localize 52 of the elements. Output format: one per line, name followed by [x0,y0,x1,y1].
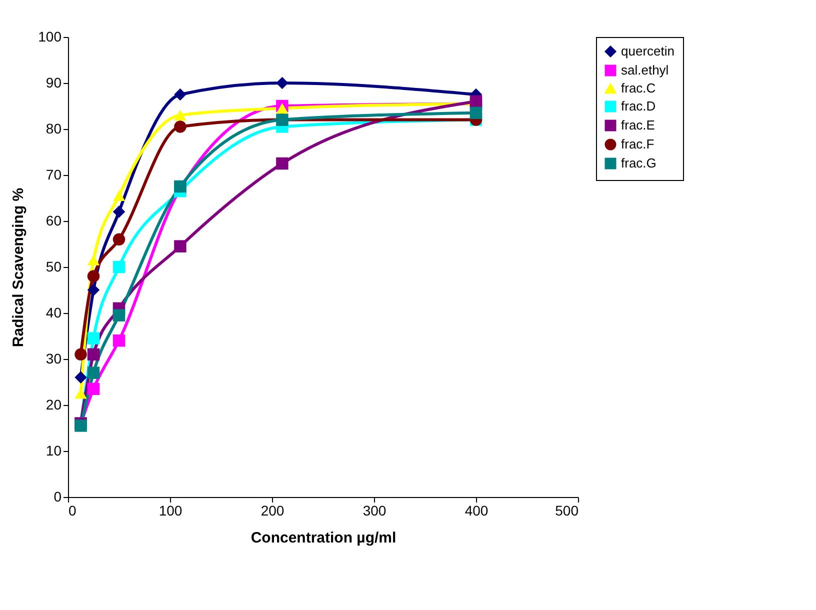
point [87,382,100,396]
point [276,157,288,170]
x-tick-label: 0 [68,502,76,518]
x-tick-label: 100 [158,502,182,518]
point [174,180,186,193]
legend-label: frac.D [621,98,656,114]
point [87,284,100,296]
y-tick-label: 60 [46,212,62,228]
legend-label: frac.F [621,136,654,152]
y-tick-label: 80 [46,120,62,136]
point [87,270,100,282]
point [74,371,87,384]
point [470,95,482,108]
point [87,366,100,379]
point [112,260,126,274]
point [112,190,126,202]
y-tick-label: 20 [46,396,62,412]
point [174,120,186,133]
point [74,348,87,361]
legend-label: sal.ethyl [621,62,669,78]
legend-label: frac.C [621,80,656,96]
x-tick-label: 500 [555,502,579,518]
point [112,334,126,347]
point [87,254,100,266]
point [470,106,482,120]
legend-label: frac.E [621,118,656,132]
legend-label: quercetin [621,44,674,58]
point [174,88,186,101]
point [74,420,87,432]
point [112,309,126,322]
legend-label: frac.G [621,156,656,170]
y-tick-label: 10 [46,442,62,458]
y-tick-label: 50 [46,258,62,274]
point [276,76,288,90]
y-tick-label: 90 [46,74,62,90]
x-axis-title: Concentration µg/ml [250,530,396,546]
point [174,110,186,121]
point [174,240,186,252]
x-tick-label: 400 [464,502,488,518]
y-tick-label: 0 [54,488,62,504]
y-axis-title: Radical Scavenging % [10,188,28,348]
y-tick-label: 30 [46,350,62,366]
y-tick-label: 40 [46,304,62,320]
x-tick-label: 200 [260,502,284,518]
point [112,233,126,246]
x-tick-label: 300 [362,502,386,518]
point [87,332,100,344]
point [112,206,126,218]
point [276,102,288,114]
y-tick-label: 100 [38,28,62,44]
point [87,348,100,361]
y-tick-label: 70 [46,166,62,182]
